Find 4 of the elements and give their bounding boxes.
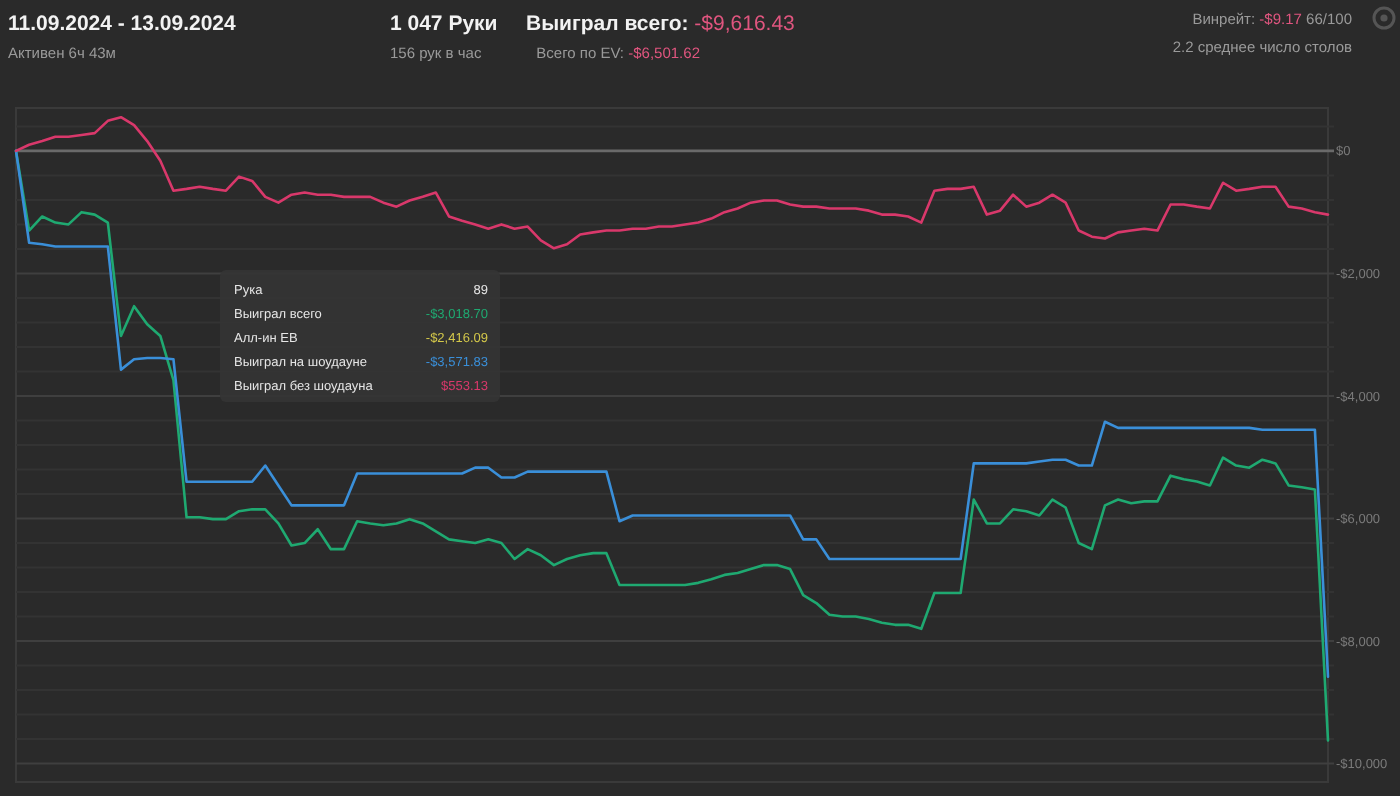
text: 1 047 Руки [390,12,498,36]
line-series [14,115,1330,250]
chart-title: 11.09.2024 - 13.09.2024 [8,12,237,36]
text: Выиграл всего: -$9,616.43 [526,12,796,36]
